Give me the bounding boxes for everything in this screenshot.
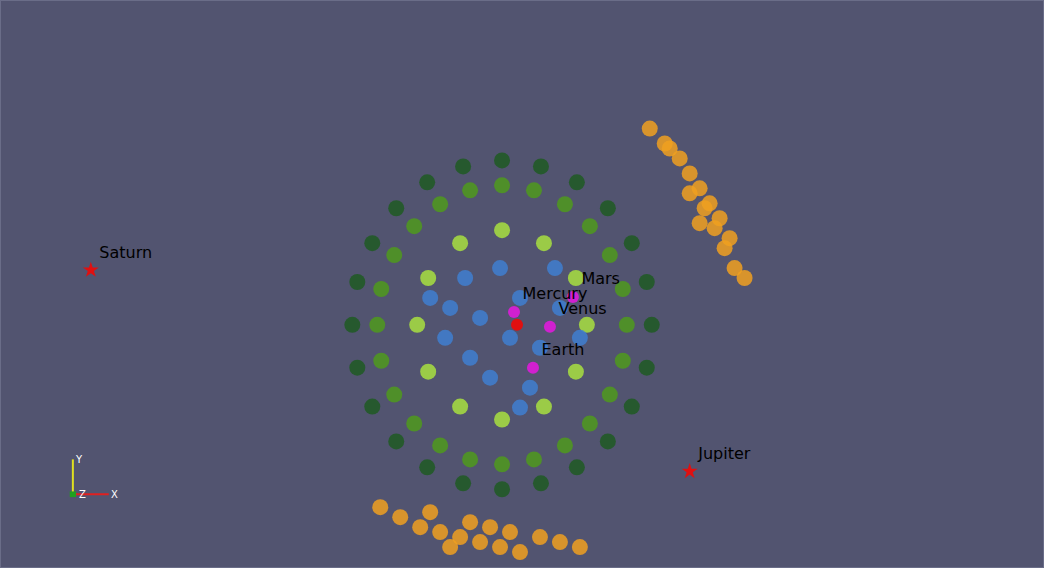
svg-text:X: X bbox=[111, 489, 118, 500]
svg-text:Mars: Mars bbox=[581, 269, 620, 288]
svg-text:Y: Y bbox=[75, 454, 83, 465]
svg-text:Earth: Earth bbox=[541, 340, 584, 359]
svg-text:Jupiter: Jupiter bbox=[697, 444, 751, 463]
svg-text:Saturn: Saturn bbox=[99, 243, 152, 262]
svg-text:Venus: Venus bbox=[558, 299, 606, 318]
svg-text:Z: Z bbox=[79, 489, 86, 500]
svg-text:Mercury: Mercury bbox=[523, 284, 588, 303]
